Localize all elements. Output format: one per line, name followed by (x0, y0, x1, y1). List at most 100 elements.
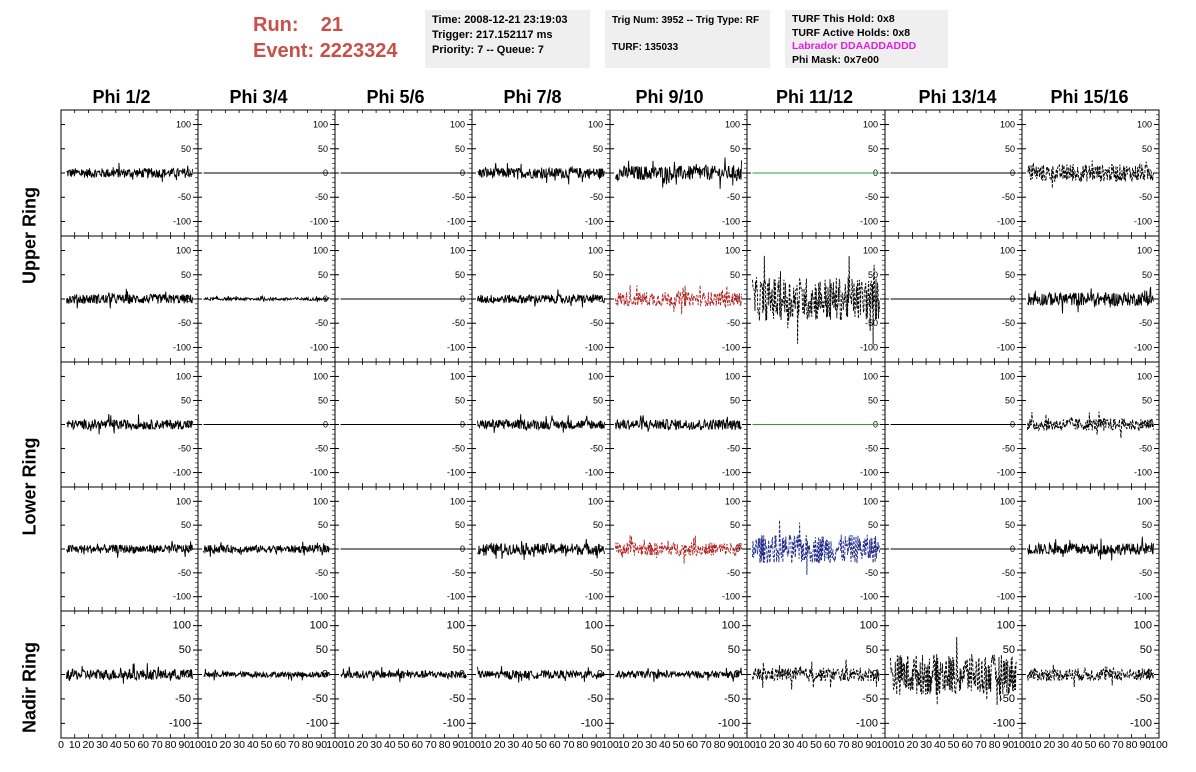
panel-r2-c2-ytick-label: 50 (455, 395, 465, 405)
panel-r1-c1-ytick-label: 100 (313, 246, 328, 256)
xtick-label-c0: 50 (124, 739, 136, 751)
panel-r1-c6-ytick-label: 100 (1000, 246, 1015, 256)
xtick-label-c2: 90 (452, 739, 464, 751)
xtick-label-c2: 50 (398, 739, 410, 751)
panel-r0-c0-ytick-label: -50 (178, 192, 191, 202)
panel-r1-c1-waveform (203, 294, 330, 303)
panel-r4-c2-ytick-label: -100 (443, 717, 465, 729)
xtick-label-c6: 20 (907, 739, 919, 751)
panel-r0-c4-ytick-label: -50 (727, 192, 740, 202)
turf-this-hold-text: TURF This Hold: 0x8 (792, 13, 895, 25)
trig-num-text: Trig Num: 3952 -- Trig Type: RF (612, 15, 760, 26)
xtick-label-c7: 40 (1071, 739, 1083, 751)
panel-r3-c0-ytick-label: -50 (178, 568, 191, 578)
event-line: Event: 2223324 (253, 39, 398, 63)
panel-r1-c7-waveform (1027, 286, 1154, 314)
panel-r3-c7-waveform (1027, 536, 1154, 561)
panel-r4-c2-ytick-label: 100 (447, 620, 465, 632)
panel-r1-c3-ytick-label: 100 (588, 246, 603, 256)
panel-r3-c3-ytick-label: -50 (590, 568, 603, 578)
xtick-label-c3: 50 (535, 739, 547, 751)
panel-r1-c2-ytick-label: -50 (452, 318, 465, 328)
panel-r3-c6-ytick-label: -100 (997, 592, 1015, 602)
panel-r0-c3-ytick-label: -100 (585, 216, 603, 226)
panel-r4-c2-waveform (340, 666, 467, 683)
column-header-phi-15-16: Phi 15/16 (1050, 87, 1129, 107)
panel-r2-c7-ytick-label: -100 (1134, 468, 1152, 478)
panel-r0-c1-ytick-label: 50 (318, 144, 328, 154)
xtick-label-c6: 90 (1002, 739, 1014, 751)
xtick-label-c2: 20 (357, 739, 369, 751)
xtick-label-c4: 50 (673, 739, 685, 751)
panel-r0-c5-ytick-label: 100 (863, 120, 878, 130)
panel-r4-c7-waveform (1027, 664, 1154, 688)
panel-r0-c3-ytick-label: 100 (588, 120, 603, 130)
xtick-label-c0: 20 (83, 739, 95, 751)
panel-r2-c1-ytick-label: -100 (310, 468, 328, 478)
xtick-label-c6: 80 (989, 739, 1001, 751)
panel-r4-c5-waveform (752, 659, 880, 690)
panel-r4-c6-ytick-label: -50 (999, 693, 1015, 705)
run-line: Run: 21 (253, 13, 343, 37)
xtick-label-c7: 70 (1112, 739, 1124, 751)
xtick-label-c6: 70 (975, 739, 987, 751)
panel-r2-c1-ytick-label: 50 (318, 395, 328, 405)
panel-r3-c4-ytick-label: 100 (725, 496, 740, 506)
turf-active-holds-text: TURF Active Holds: 0x8 (792, 26, 911, 39)
panel-r1-c5-ytick-label: -50 (865, 318, 878, 328)
panel-r0-c6-ytick-label: 50 (1005, 144, 1015, 154)
panel-r0-c6-ytick-label: -100 (997, 216, 1015, 226)
xtick-label-c0: 0 (58, 739, 64, 751)
panel-r2-c4-ytick-label: -100 (722, 468, 740, 478)
panel-r4-c5-ytick-label: 0 (872, 669, 878, 681)
xtick-label-c3: 60 (549, 739, 561, 751)
panel-r1-c7-ytick-label: -50 (1139, 318, 1152, 328)
panel-r3-c2-ytick-label: 100 (450, 496, 465, 506)
panel-r3-c7-ytick-label: -50 (1139, 568, 1152, 578)
panel-r1-c2-ytick-label: 50 (455, 270, 465, 280)
panel-r2-c7-ytick-label: 100 (1137, 371, 1152, 381)
panel-r1-c4-ytick-label: 0 (735, 294, 740, 304)
panel-r0-c2-ytick-label: -50 (452, 192, 465, 202)
panel-r4-c5-ytick-label: -100 (856, 717, 878, 729)
panel-r1-c4-ytick-label: -100 (722, 342, 740, 352)
panel-r0-c7-ytick-label: 50 (1142, 144, 1152, 154)
xtick-label-c7: 60 (1098, 739, 1110, 751)
panel-r1-c4-ytick-label: 100 (725, 246, 740, 256)
panel-r4-c6-ytick-label: 100 (997, 620, 1015, 632)
run-value: 21 (320, 14, 344, 36)
panel-r4-c0-ytick-label: -50 (175, 693, 191, 705)
xtick-label-c1: 10 (206, 739, 218, 751)
panel-r3-c6-ytick-label: -50 (1002, 568, 1015, 578)
panel-r3-c0-ytick-label: -100 (173, 592, 191, 602)
xtick-label-c4: 60 (686, 739, 698, 751)
xtick-label-c0: 80 (165, 739, 177, 751)
xtick-label-c7: 80 (1126, 739, 1138, 751)
xtick-label-c3: 40 (521, 739, 533, 751)
panel-r4-c0-ytick-label: 50 (179, 644, 191, 656)
panel-r3-c3-waveform (477, 538, 605, 560)
panel-r4-c4-ytick-label: 100 (722, 620, 740, 632)
panel-r2-c3-ytick-label: 100 (588, 371, 603, 381)
time-info-box: Time: 2008-12-21 23:19:03 Trigger: 217.1… (425, 10, 590, 68)
xtick-label-c1: 80 (302, 739, 314, 751)
xtick-label-c2: 60 (411, 739, 423, 751)
panel-r4-c3-waveform (477, 666, 605, 683)
panel-r1-c5-ytick-label: 50 (868, 270, 878, 280)
panel-r1-c4-ytick-label: -50 (727, 318, 740, 328)
panel-r3-c2-ytick-label: -100 (447, 592, 465, 602)
xtick-label-c5: 50 (810, 739, 822, 751)
panel-r0-c3-ytick-label: -50 (590, 192, 603, 202)
panel-r4-c3-ytick-label: 100 (585, 620, 603, 632)
panel-r0-c5-ytick-label: 50 (868, 144, 878, 154)
xtick-label-c4: 10 (618, 739, 630, 751)
panel-r1-c0-ytick-label: -100 (173, 342, 191, 352)
xtick-label-c0: 10 (69, 739, 81, 751)
event-label: Event: (253, 40, 315, 62)
panel-r3-c5-waveform (752, 520, 880, 575)
panel-r2-c0-ytick-label: -50 (178, 444, 191, 454)
panel-r4-c1-ytick-label: -50 (312, 693, 328, 705)
panel-r4-c0-ytick-label: -100 (169, 717, 191, 729)
panel-r1-c7-ytick-label: 100 (1137, 246, 1152, 256)
